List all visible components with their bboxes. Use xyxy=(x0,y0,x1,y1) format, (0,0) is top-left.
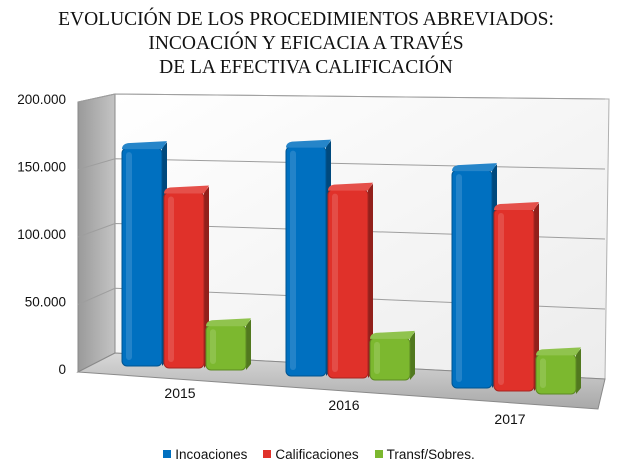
bar xyxy=(451,163,497,389)
bar xyxy=(163,185,209,369)
bars xyxy=(121,139,581,395)
gridline xyxy=(77,93,606,103)
x-tick-label: 2016 xyxy=(328,397,359,413)
chart-title: EVOLUCIÓN DE LOS PROCEDIMIENTOS ABREVIAD… xyxy=(58,8,554,78)
legend-label: Transf/Sobres. xyxy=(386,446,475,462)
gridline xyxy=(77,287,606,310)
legend-entry: Transf/Sobres. xyxy=(374,446,475,462)
x-tick-label: 2015 xyxy=(164,385,195,401)
legend-swatch xyxy=(163,450,172,458)
title-line-3: DE LA EFECTIVA CALIFICACIÓN xyxy=(159,56,453,78)
y-tick-label: 0 xyxy=(58,362,66,377)
bar xyxy=(535,347,581,395)
y-tick-label: 50.000 xyxy=(25,295,66,310)
x-tick-label: 2017 xyxy=(494,411,525,427)
legend: Incoaciones Calificaciones Transf/Sobres. xyxy=(0,444,638,464)
title-line-2: INCOACIÓN Y EFICACIA A TRAVÉS xyxy=(148,32,463,54)
x-axis-labels: 2015 2016 2017 xyxy=(164,385,525,427)
y-tick-label: 200.000 xyxy=(17,92,66,107)
bar xyxy=(369,330,415,381)
gridline xyxy=(77,222,606,240)
bar xyxy=(205,318,251,371)
bar xyxy=(285,139,331,377)
y-tick-label: 100.000 xyxy=(17,227,66,242)
y-axis-ticks: 200.000 150.000 100.000 50.000 0 xyxy=(17,92,66,377)
side-wall xyxy=(77,93,116,373)
title-line-1: EVOLUCIÓN DE LOS PROCEDIMIENTOS ABREVIAD… xyxy=(58,8,554,30)
legend-label: Calificaciones xyxy=(275,446,359,462)
legend-entry: Incoaciones xyxy=(163,447,247,462)
bar xyxy=(327,182,373,379)
legend-entry: Calificaciones xyxy=(263,446,359,462)
legend-swatch xyxy=(374,450,383,458)
legend-swatch xyxy=(263,450,272,458)
y-tick-label: 150.000 xyxy=(17,160,66,175)
gridline xyxy=(77,158,606,170)
legend-label: Incoaciones xyxy=(175,446,248,462)
bar xyxy=(121,141,167,367)
bar xyxy=(493,202,539,392)
gridlines xyxy=(77,93,606,310)
